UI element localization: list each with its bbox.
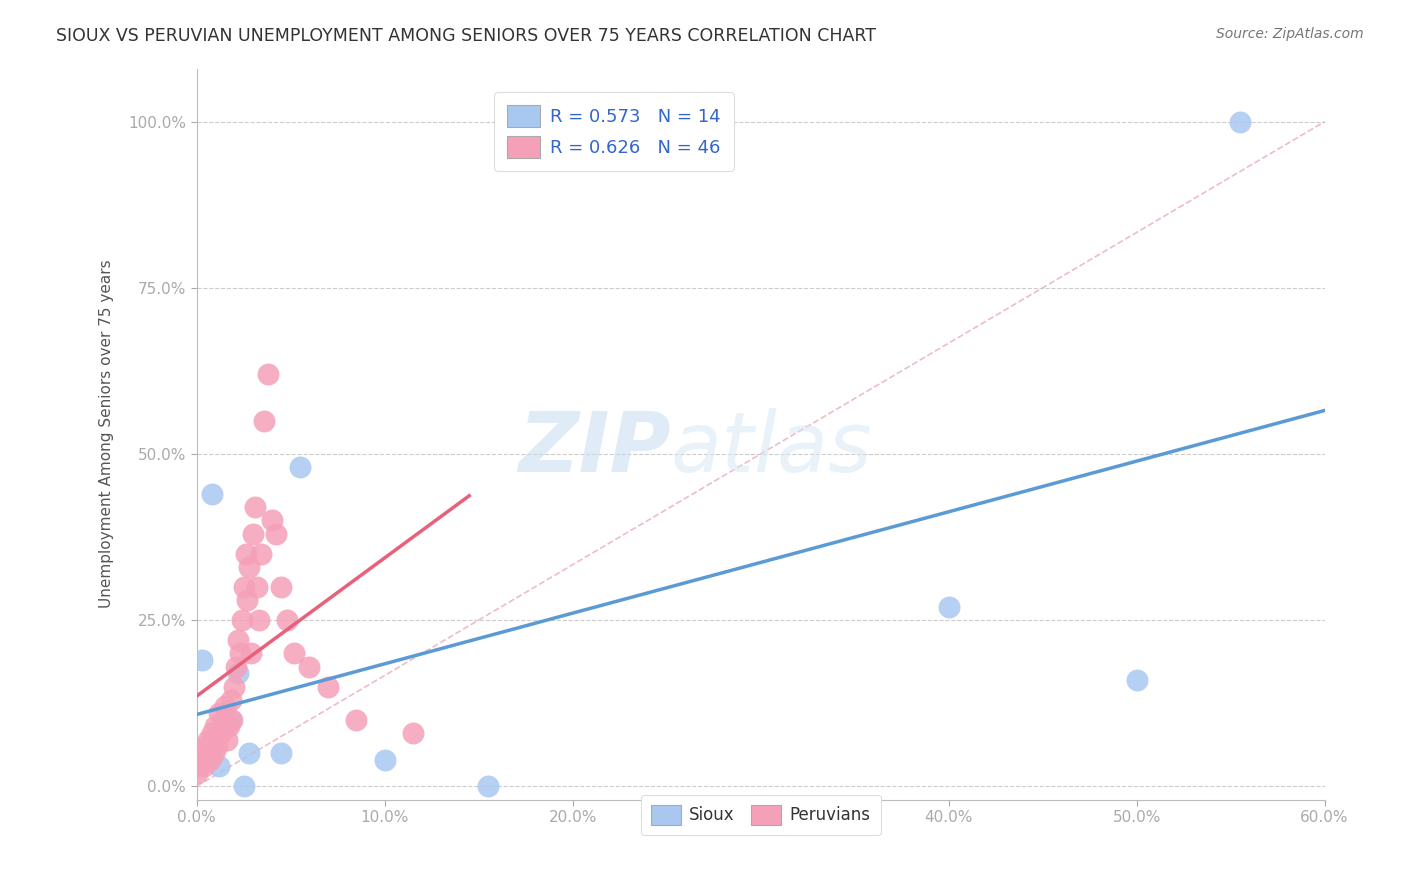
Point [264, 526, 287, 541]
Point [212, 713, 235, 727]
Point [243, 500, 266, 515]
Point [276, 613, 298, 627]
Point [240, 646, 263, 660]
Point [238, 560, 260, 574]
Text: atlas: atlas [671, 409, 872, 489]
Point [346, 713, 368, 727]
Point [197, 732, 219, 747]
Point [202, 746, 225, 760]
Point [204, 719, 226, 733]
Point [195, 739, 218, 754]
Point [246, 580, 269, 594]
Point [298, 659, 321, 673]
Point [226, 633, 249, 648]
Point [477, 779, 499, 793]
Point [219, 713, 242, 727]
Point [238, 746, 260, 760]
Point [191, 746, 214, 760]
Point [249, 547, 271, 561]
Point [316, 680, 339, 694]
Text: ZIP: ZIP [517, 409, 671, 489]
Text: SIOUX VS PERUVIAN UNEMPLOYMENT AMONG SENIORS OVER 75 YEARS CORRELATION CHART: SIOUX VS PERUVIAN UNEMPLOYMENT AMONG SEN… [56, 27, 876, 45]
Point [257, 368, 280, 382]
Legend: Sioux, Peruvians: Sioux, Peruvians [641, 795, 880, 835]
Point [260, 513, 283, 527]
Point [198, 753, 221, 767]
Point [207, 739, 229, 754]
Point [1229, 114, 1251, 128]
Point [270, 580, 292, 594]
Point [209, 726, 232, 740]
Point [208, 759, 231, 773]
Point [374, 753, 396, 767]
Point [232, 580, 254, 594]
Point [225, 659, 247, 673]
Point [283, 646, 305, 660]
Point [402, 726, 425, 740]
Point [218, 719, 240, 733]
Point [1125, 673, 1147, 687]
Point [201, 726, 224, 740]
Point [938, 599, 960, 614]
Point [186, 766, 208, 780]
Point [201, 487, 224, 501]
Point [253, 414, 276, 428]
Point [229, 646, 252, 660]
Point [221, 713, 243, 727]
Point [231, 613, 253, 627]
Point [235, 547, 257, 561]
Point [242, 526, 264, 541]
Point [236, 593, 259, 607]
Point [232, 779, 254, 793]
Point [208, 706, 231, 720]
Point [224, 680, 246, 694]
Point [226, 666, 249, 681]
Point [247, 613, 270, 627]
Point [270, 746, 292, 760]
Point [215, 732, 238, 747]
Point [193, 759, 215, 773]
Y-axis label: Unemployment Among Seniors over 75 years: Unemployment Among Seniors over 75 years [100, 260, 114, 608]
Point [187, 759, 209, 773]
Point [214, 699, 236, 714]
Point [190, 753, 212, 767]
Text: Source: ZipAtlas.com: Source: ZipAtlas.com [1216, 27, 1364, 41]
Point [219, 693, 242, 707]
Point [191, 653, 214, 667]
Point [288, 460, 311, 475]
